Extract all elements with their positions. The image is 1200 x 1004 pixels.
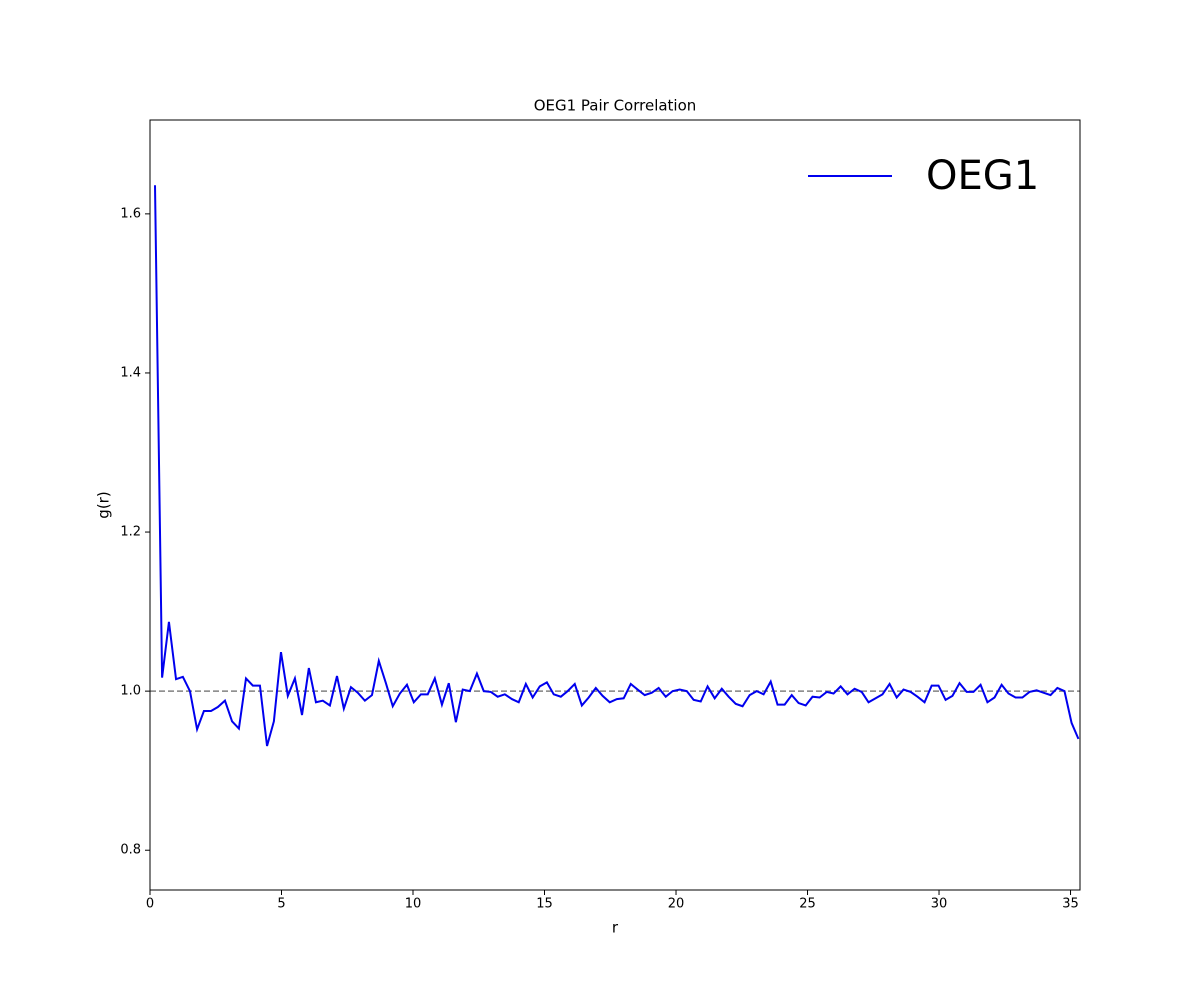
plot-frame xyxy=(149,119,1081,891)
x-tick-label: 30 xyxy=(931,897,948,912)
data-line xyxy=(153,185,1080,747)
y-axis-label: g(r) xyxy=(95,491,113,518)
x-tick-label: 35 xyxy=(1062,897,1079,912)
plot-area xyxy=(150,185,1080,747)
y-tick-label: 0.8 xyxy=(120,843,141,858)
x-axis-label: r xyxy=(612,919,619,937)
chart-title: OEG1 Pair Correlation xyxy=(534,97,697,115)
x-tick-label: 25 xyxy=(799,897,816,912)
x-tick-label: 20 xyxy=(668,897,685,912)
x-tick-label: 15 xyxy=(536,897,553,912)
y-tick-label: 1.2 xyxy=(120,525,141,540)
x-tick-label: 5 xyxy=(277,897,285,912)
legend-label: OEG1 xyxy=(926,153,1039,199)
x-tick-label: 0 xyxy=(146,897,154,912)
y-tick-label: 1.0 xyxy=(120,684,141,699)
y-tick-label: 1.4 xyxy=(120,365,141,380)
x-tick-label: 10 xyxy=(405,897,422,912)
y-tick-label: 1.6 xyxy=(120,206,141,221)
